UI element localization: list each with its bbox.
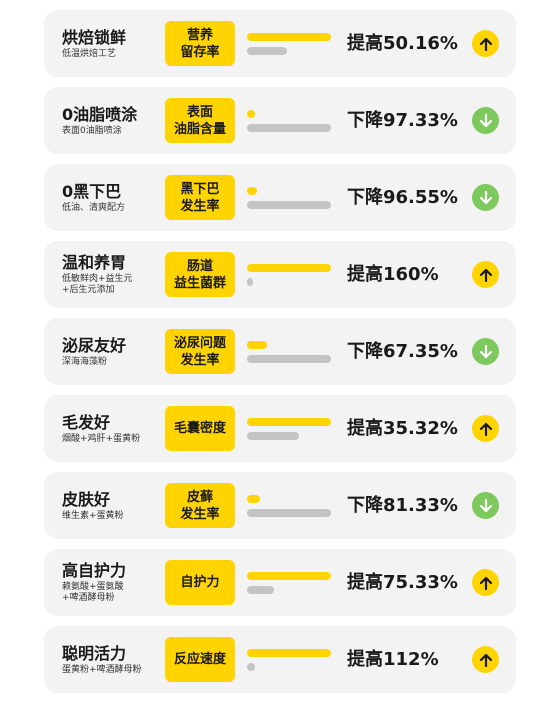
benefit-text: 高自护力赖氨酸+蛋氨酸 +啤酒酵母粉 xyxy=(62,549,167,616)
change-value: 下降67.35% xyxy=(347,341,458,362)
benefit-card: 皮肤好 维生素+蛋黄粉 皮藓 发生率 下降81.33% xyxy=(44,472,516,539)
primary-bar xyxy=(247,418,331,426)
arrow-up-icon xyxy=(472,569,499,596)
secondary-bar xyxy=(247,201,331,209)
change-value: 下降97.33% xyxy=(347,110,458,131)
primary-bar xyxy=(247,341,267,349)
arrow-up-icon xyxy=(472,261,499,288)
benefit-subtitle: 赖氨酸+蛋氨酸 +啤酒酵母粉 xyxy=(62,582,124,603)
benefit-card: 烘焙锁鲜 低温烘焙工艺 营养 留存率 提高50.16% xyxy=(44,10,516,77)
metric-tag: 自护力 xyxy=(165,560,235,605)
comparison-bars xyxy=(247,110,331,134)
secondary-bar xyxy=(247,47,287,55)
benefit-title: 高自护力 xyxy=(62,561,127,580)
primary-bar xyxy=(247,187,257,195)
change-value: 提高35.32% xyxy=(347,418,458,439)
comparison-bars xyxy=(247,264,331,288)
benefit-card: 毛发好 烟酸+鸡肝+蛋黄粉 毛囊密度 提高35.32% xyxy=(44,395,516,462)
benefit-text: 聪明活力 蛋黄粉+啤酒酵母粉 xyxy=(62,626,167,693)
benefit-subtitle: 表面0油脂喷涂 xyxy=(62,125,122,136)
metric-tag: 泌尿问题 发生率 xyxy=(165,329,235,374)
comparison-bars xyxy=(247,187,331,211)
comparison-bars xyxy=(247,572,331,596)
primary-bar xyxy=(247,110,255,118)
comparison-bars xyxy=(247,649,331,673)
benefit-title: 温和养胃 xyxy=(62,253,127,272)
benefit-subtitle: 维生素+蛋黄粉 xyxy=(62,510,124,521)
benefit-subtitle: 深海海藻粉 xyxy=(62,356,108,367)
arrow-up-icon xyxy=(472,646,499,673)
arrow-down-icon xyxy=(472,338,499,365)
benefit-subtitle: 烟酸+鸡肝+蛋黄粉 xyxy=(62,433,141,444)
benefit-title: 0油脂喷涂 xyxy=(62,104,138,124)
benefit-list: 烘焙锁鲜 低温烘焙工艺 营养 留存率 提高50.16% 0油脂喷涂 表面0油脂喷涂 表面 油… xyxy=(44,10,516,693)
secondary-bar xyxy=(247,124,331,132)
metric-tag: 皮藓 发生率 xyxy=(165,483,235,528)
benefit-card: 泌尿友好 深海海藻粉 泌尿问题 发生率 下降67.35% xyxy=(44,318,516,385)
benefit-text: 0油脂喷涂 表面0油脂喷涂 xyxy=(62,87,167,154)
metric-tag: 黑下巴 发生率 xyxy=(165,175,235,220)
secondary-bar xyxy=(247,355,331,363)
change-value: 提高112% xyxy=(347,649,439,670)
metric-tag: 营养 留存率 xyxy=(165,21,235,66)
comparison-bars xyxy=(247,341,331,365)
benefit-title: 皮肤好 xyxy=(62,489,111,509)
change-value: 提高50.16% xyxy=(347,33,458,54)
benefit-title: 0黑下巴 xyxy=(62,181,122,201)
benefit-card: 聪明活力 蛋黄粉+啤酒酵母粉 反应速度 提高112% xyxy=(44,626,516,693)
primary-bar xyxy=(247,264,331,272)
secondary-bar xyxy=(247,663,255,671)
comparison-bars xyxy=(247,33,331,57)
metric-tag: 肠道 益生菌群 xyxy=(165,252,235,297)
comparison-bars xyxy=(247,495,331,519)
benefit-title: 毛发好 xyxy=(62,412,111,432)
benefit-subtitle: 低温烘焙工艺 xyxy=(62,48,117,59)
arrow-down-icon xyxy=(472,492,499,519)
primary-bar xyxy=(247,572,331,580)
change-value: 下降81.33% xyxy=(347,495,458,516)
benefit-card: 0油脂喷涂 表面0油脂喷涂 表面 油脂含量 下降97.33% xyxy=(44,87,516,154)
secondary-bar xyxy=(247,432,299,440)
comparison-bars xyxy=(247,418,331,442)
arrow-down-icon xyxy=(472,107,499,134)
arrow-up-icon xyxy=(472,415,499,442)
benefit-subtitle: 低油、清爽配方 xyxy=(62,202,126,213)
benefit-text: 温和养胃低敏鲜肉+益生元 +后生元添加 xyxy=(62,241,167,308)
benefit-subtitle: 蛋黄粉+啤酒酵母粉 xyxy=(62,664,142,675)
change-value: 提高75.33% xyxy=(347,572,458,593)
metric-tag: 毛囊密度 xyxy=(165,406,235,451)
benefit-subtitle: 低敏鲜肉+益生元 +后生元添加 xyxy=(62,274,133,295)
secondary-bar xyxy=(247,509,331,517)
benefit-card: 0黑下巴 低油、清爽配方 黑下巴 发生率 下降96.55% xyxy=(44,164,516,231)
benefit-text: 0黑下巴 低油、清爽配方 xyxy=(62,164,167,231)
benefit-title: 烘焙锁鲜 xyxy=(62,27,127,47)
secondary-bar xyxy=(247,586,274,594)
primary-bar xyxy=(247,649,331,657)
primary-bar xyxy=(247,495,260,503)
benefit-card: 温和养胃 低敏鲜肉+益生元 +后生元添加 肠道 益生菌群 提高160% xyxy=(44,241,516,308)
arrow-down-icon xyxy=(472,184,499,211)
benefit-text: 烘焙锁鲜 低温烘焙工艺 xyxy=(62,10,167,77)
benefit-text: 毛发好 烟酸+鸡肝+蛋黄粉 xyxy=(62,395,167,462)
benefit-card: 高自护力 赖氨酸+蛋氨酸 +啤酒酵母粉 自护力 提高75.33% xyxy=(44,549,516,616)
change-value: 下降96.55% xyxy=(347,187,458,208)
benefit-title: 泌尿友好 xyxy=(62,335,127,355)
primary-bar xyxy=(247,33,331,41)
change-value: 提高160% xyxy=(347,264,439,285)
metric-tag: 反应速度 xyxy=(165,637,235,682)
secondary-bar xyxy=(247,278,253,286)
metric-tag: 表面 油脂含量 xyxy=(165,98,235,143)
benefit-title: 聪明活力 xyxy=(62,643,127,663)
benefit-text: 皮肤好 维生素+蛋黄粉 xyxy=(62,472,167,539)
benefit-text: 泌尿友好 深海海藻粉 xyxy=(62,318,167,385)
arrow-up-icon xyxy=(472,30,499,57)
